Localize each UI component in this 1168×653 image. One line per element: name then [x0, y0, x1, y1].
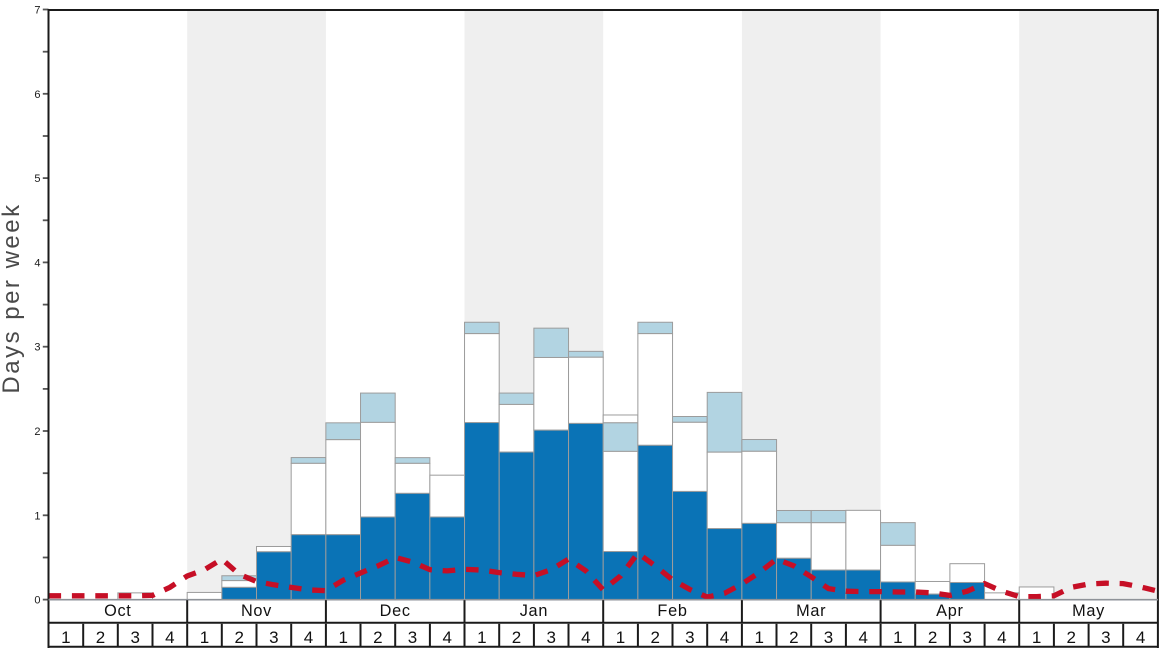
svg-text:2: 2	[650, 628, 659, 647]
svg-text:3: 3	[962, 628, 971, 647]
svg-text:2: 2	[234, 628, 243, 647]
svg-text:3: 3	[269, 628, 278, 647]
svg-text:2: 2	[928, 628, 937, 647]
svg-text:3: 3	[34, 342, 40, 354]
svg-text:3: 3	[130, 628, 139, 647]
svg-text:4: 4	[165, 628, 174, 647]
svg-text:2: 2	[373, 628, 382, 647]
svg-text:1: 1	[338, 628, 347, 647]
svg-text:4: 4	[581, 628, 590, 647]
svg-text:2: 2	[34, 426, 40, 438]
svg-text:6: 6	[34, 89, 40, 101]
svg-text:1: 1	[200, 628, 209, 647]
svg-text:1: 1	[893, 628, 902, 647]
svg-text:4: 4	[720, 628, 729, 647]
svg-text:Apr: Apr	[936, 602, 963, 620]
svg-text:Nov: Nov	[241, 602, 272, 620]
svg-text:4: 4	[858, 628, 867, 647]
svg-text:Feb: Feb	[657, 602, 687, 620]
svg-text:Mar: Mar	[796, 602, 826, 620]
svg-text:7: 7	[34, 5, 40, 17]
svg-text:2: 2	[1066, 628, 1075, 647]
svg-text:5: 5	[34, 173, 40, 185]
svg-text:4: 4	[304, 628, 313, 647]
svg-text:0: 0	[34, 595, 40, 607]
svg-text:2: 2	[512, 628, 521, 647]
svg-text:Jan: Jan	[520, 602, 548, 620]
svg-text:4: 4	[442, 628, 451, 647]
svg-text:1: 1	[1032, 628, 1041, 647]
svg-text:4: 4	[997, 628, 1006, 647]
svg-text:Days per week: Days per week	[0, 202, 25, 393]
svg-text:1: 1	[616, 628, 625, 647]
svg-text:Oct: Oct	[104, 602, 131, 620]
svg-text:4: 4	[34, 257, 40, 269]
svg-text:3: 3	[546, 628, 555, 647]
svg-text:1: 1	[61, 628, 70, 647]
svg-text:Dec: Dec	[380, 602, 411, 620]
svg-text:3: 3	[685, 628, 694, 647]
svg-text:May: May	[1072, 602, 1105, 620]
svg-text:3: 3	[408, 628, 417, 647]
svg-text:1: 1	[34, 510, 40, 522]
svg-text:2: 2	[96, 628, 105, 647]
svg-text:2: 2	[789, 628, 798, 647]
svg-text:3: 3	[824, 628, 833, 647]
svg-text:4: 4	[1136, 628, 1145, 647]
svg-text:1: 1	[477, 628, 486, 647]
svg-text:1: 1	[754, 628, 763, 647]
svg-text:3: 3	[1101, 628, 1110, 647]
